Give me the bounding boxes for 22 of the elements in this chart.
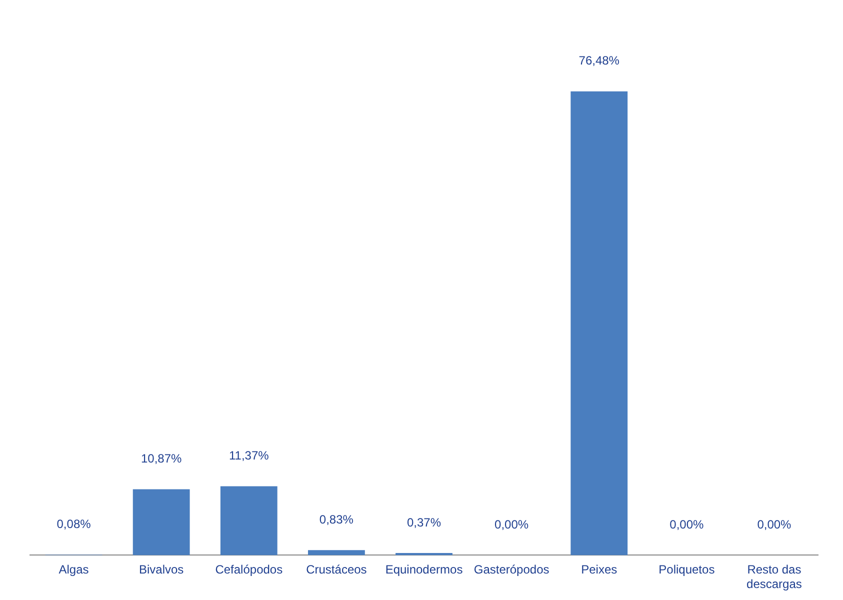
x-tick-label: Bivalvos (138, 562, 184, 577)
data-label: 76,48% (578, 54, 620, 68)
x-tick-label: Gasterópodos (474, 562, 550, 577)
x-tick-label: Crustáceos (306, 562, 367, 577)
x-tick-label: Peixes (581, 562, 618, 577)
data-label: 0,37% (406, 515, 442, 530)
data-label: 11,37% (228, 448, 270, 463)
x-tick-label: Cefalópodos (215, 562, 283, 577)
data-label: 0,08% (56, 517, 92, 532)
data-label: 0,00% (494, 518, 529, 532)
bar (220, 486, 278, 556)
data-label: 0,83% (319, 512, 354, 526)
data-label: 0,00% (757, 518, 792, 532)
bar (308, 550, 365, 556)
x-tick-label: Resto das descargas (746, 562, 802, 592)
x-tick-label: Poliquetos (658, 562, 715, 577)
data-label: 0,00% (670, 518, 704, 532)
x-tick-label: Equinodermos (385, 562, 463, 577)
data-label: 10,87% (140, 452, 182, 466)
bar (570, 91, 628, 556)
x-tick-label: Algas (58, 562, 89, 577)
bar (132, 489, 190, 556)
